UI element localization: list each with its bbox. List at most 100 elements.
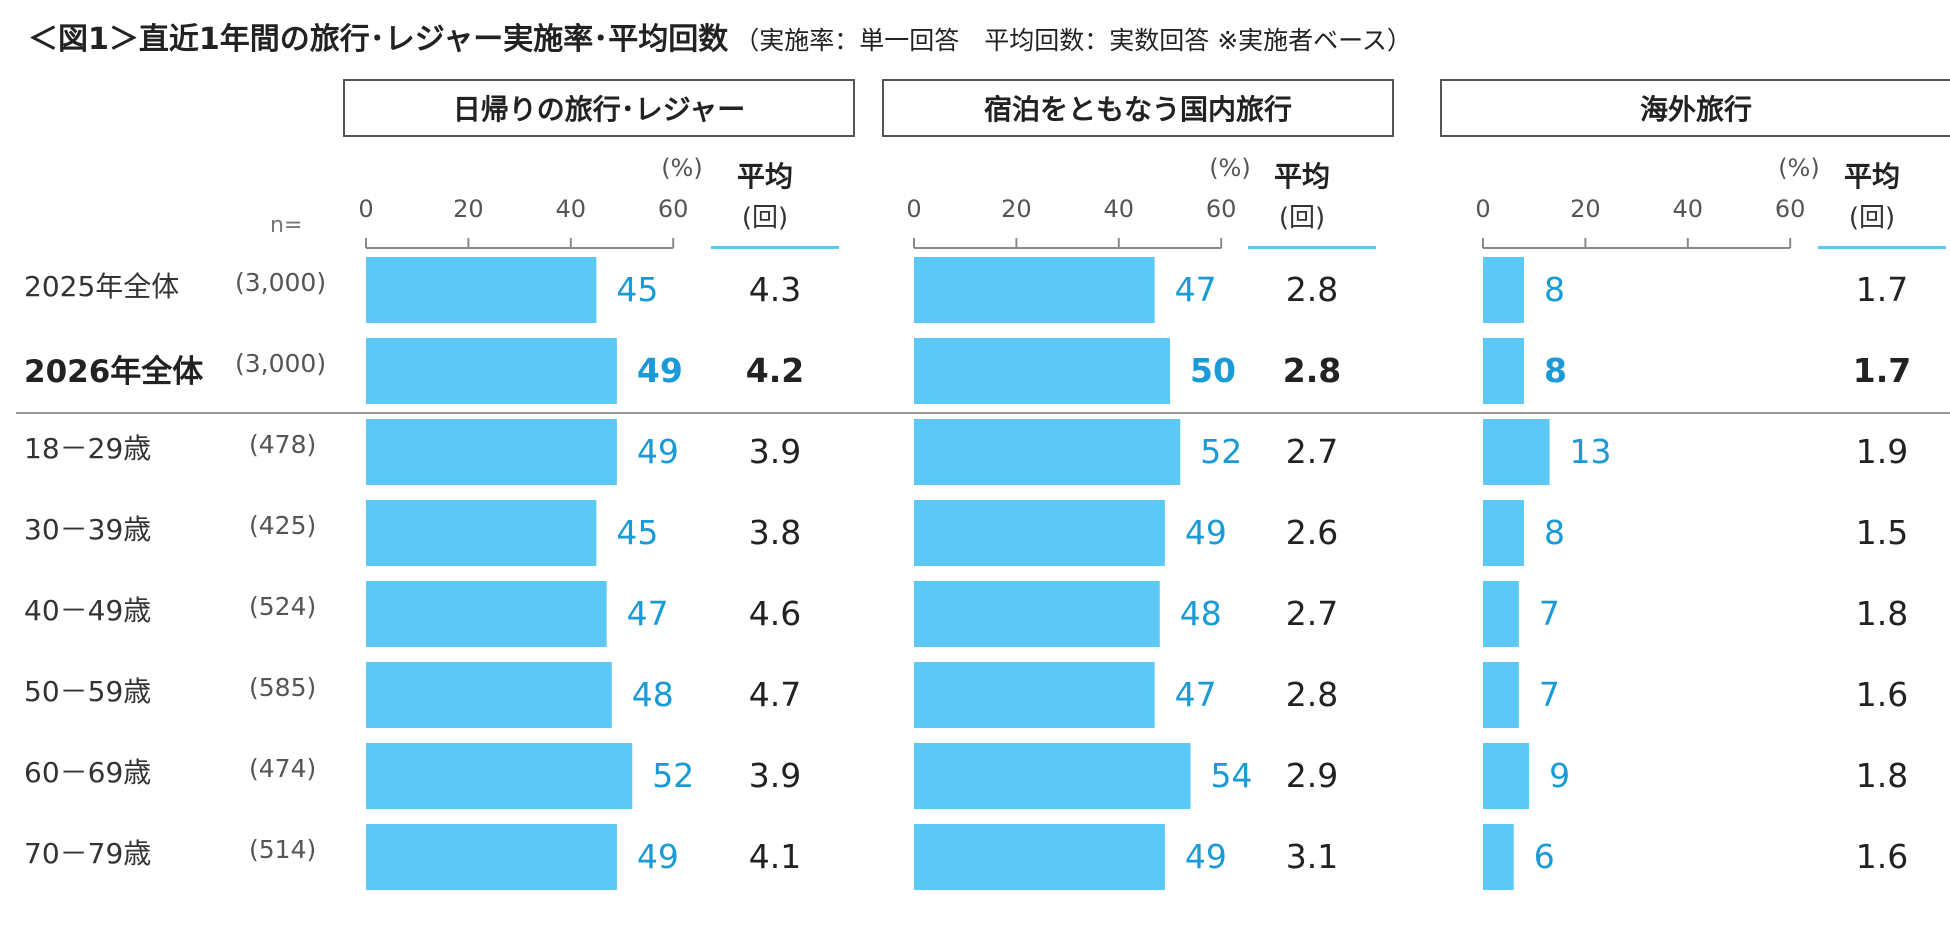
avg-value-1-7: 3.9 <box>748 756 802 795</box>
bar-1-4 <box>366 500 597 566</box>
percent-unit-2: (%) <box>1209 154 1251 182</box>
bar-value-label-3-8: 6 <box>1533 837 1555 876</box>
bar-value-label-1-6: 48 <box>631 675 674 714</box>
avg-value-3-3: 1.9 <box>1855 432 1909 471</box>
bar-value-label-1-5: 47 <box>626 594 669 633</box>
bar-value-label-2-1: 47 <box>1174 270 1217 309</box>
n-label: n= <box>270 213 303 238</box>
avg-underline-2 <box>1248 246 1376 249</box>
avg-underline-3 <box>1818 246 1946 249</box>
bar-2-2 <box>914 338 1170 404</box>
bar-value-label-2-3: 52 <box>1200 432 1243 471</box>
bar-2-5 <box>914 581 1160 647</box>
row-label-1: 2025年全体 <box>24 270 180 303</box>
percent-unit-1: (%) <box>661 154 703 182</box>
axis-tick-label-2-60: 60 <box>1205 195 1237 223</box>
axis-tick-label-3-20: 20 <box>1570 195 1601 223</box>
panel-header-2: 宿泊をともなう国内旅行 <box>882 79 1394 137</box>
axis-tick-label-1-20: 20 <box>453 195 484 223</box>
axis-tick-label-1-40: 40 <box>555 195 587 223</box>
avg-value-3-6: 1.6 <box>1855 675 1909 714</box>
bar-value-label-1-3: 49 <box>636 432 679 471</box>
avg-value-2-5: 2.7 <box>1285 594 1339 633</box>
avg-value-1-6: 4.7 <box>748 675 802 714</box>
bar-value-label-3-5: 7 <box>1538 594 1560 633</box>
avg-value-3-1: 1.7 <box>1855 270 1909 309</box>
axis-tick-label-1-0: 0 <box>358 195 374 223</box>
row-label-2: 2026年全体 <box>24 354 204 390</box>
avg-value-1-8: 4.1 <box>748 837 802 876</box>
avg-header-2: 平均 <box>1273 160 1330 193</box>
avg-value-2-7: 2.9 <box>1285 756 1339 795</box>
avg-value-2-8: 3.1 <box>1285 837 1339 876</box>
panel-header-3: 海外旅行 <box>1440 79 1950 137</box>
bar-value-label-1-1: 45 <box>616 270 659 309</box>
avg-value-2-2: 2.8 <box>1282 351 1342 390</box>
bar-1-2 <box>366 338 617 404</box>
bar-2-3 <box>914 419 1181 485</box>
axis-tick-label-3-40: 40 <box>1672 195 1704 223</box>
row-label-6: 50－59歳 <box>24 675 152 708</box>
bar-value-label-3-3: 13 <box>1569 432 1612 471</box>
avg-value-2-3: 2.7 <box>1285 432 1339 471</box>
bar-3-3 <box>1483 419 1550 485</box>
bar-value-label-1-4: 45 <box>616 513 659 552</box>
total-separator-line <box>16 412 1950 414</box>
axis-tick-label-2-20: 20 <box>1001 195 1032 223</box>
bar-1-5 <box>366 581 607 647</box>
bar-value-label-1-2: 49 <box>636 351 683 390</box>
bar-1-1 <box>366 257 597 323</box>
avg-header-1: 平均 <box>736 160 793 193</box>
bar-value-label-3-1: 8 <box>1543 270 1565 309</box>
avg-value-3-4: 1.5 <box>1855 513 1909 552</box>
axis-tick-label-2-0: 0 <box>906 195 922 223</box>
avg-value-2-6: 2.8 <box>1285 675 1339 714</box>
chart-title-note: （実施率：単一回答 平均回数：実数回答 ※実施者ベース） <box>734 26 1412 55</box>
bar-value-label-2-2: 50 <box>1190 351 1236 390</box>
bar-3-5 <box>1483 581 1519 647</box>
row-sample-size-3: (478) <box>249 430 317 459</box>
avg-value-2-1: 2.8 <box>1285 270 1339 309</box>
axis-tick-label-1-60: 60 <box>657 195 689 223</box>
panel-header-1: 日帰りの旅行･レジャー <box>343 79 855 137</box>
bar-3-6 <box>1483 662 1519 728</box>
row-label-7: 60－69歳 <box>24 756 152 789</box>
bar-3-7 <box>1483 743 1530 809</box>
avg-underline-1 <box>711 246 839 249</box>
chart-title: ＜図1＞直近1年間の旅行･レジャー実施率･平均回数 （実施率：単一回答 平均回数：… <box>28 14 1412 58</box>
bar-2-4 <box>914 500 1165 566</box>
row-label-4: 30－39歳 <box>24 513 152 546</box>
bar-1-7 <box>366 743 633 809</box>
row-sample-size-5: (524) <box>249 592 317 621</box>
row-sample-size-8: (514) <box>249 835 317 864</box>
avg-value-3-2: 1.7 <box>1852 351 1912 390</box>
bar-2-7 <box>914 743 1191 809</box>
bar-2-8 <box>914 824 1165 890</box>
bar-value-label-2-7: 54 <box>1210 756 1253 795</box>
bar-3-2 <box>1483 338 1524 404</box>
avg-value-3-8: 1.6 <box>1855 837 1909 876</box>
bar-value-label-3-2: 8 <box>1543 351 1567 390</box>
axis-tick-label-3-60: 60 <box>1774 195 1806 223</box>
avg-value-1-3: 3.9 <box>748 432 802 471</box>
row-sample-size-6: (585) <box>249 673 317 702</box>
bar-value-label-3-6: 7 <box>1538 675 1560 714</box>
bar-1-6 <box>366 662 612 728</box>
avg-value-3-7: 1.8 <box>1855 756 1909 795</box>
bar-value-label-2-4: 49 <box>1184 513 1227 552</box>
row-sample-size-1: (3,000) <box>235 268 327 297</box>
bar-value-label-1-7: 52 <box>652 756 695 795</box>
bar-value-label-2-6: 47 <box>1174 675 1217 714</box>
row-sample-size-2: (3,000) <box>235 349 327 378</box>
percent-unit-3: (%) <box>1778 154 1820 182</box>
row-sample-size-7: (474) <box>249 754 317 783</box>
row-sample-size-4: (425) <box>249 511 317 540</box>
avg-value-3-5: 1.8 <box>1855 594 1909 633</box>
bar-value-label-3-4: 8 <box>1543 513 1565 552</box>
bar-1-3 <box>366 419 617 485</box>
row-label-3: 18－29歳 <box>24 432 152 465</box>
avg-value-1-1: 4.3 <box>748 270 802 309</box>
chart-title-main: ＜図1＞直近1年間の旅行･レジャー実施率･平均回数 <box>28 22 729 57</box>
bar-3-1 <box>1483 257 1524 323</box>
avg-value-2-4: 2.6 <box>1285 513 1339 552</box>
